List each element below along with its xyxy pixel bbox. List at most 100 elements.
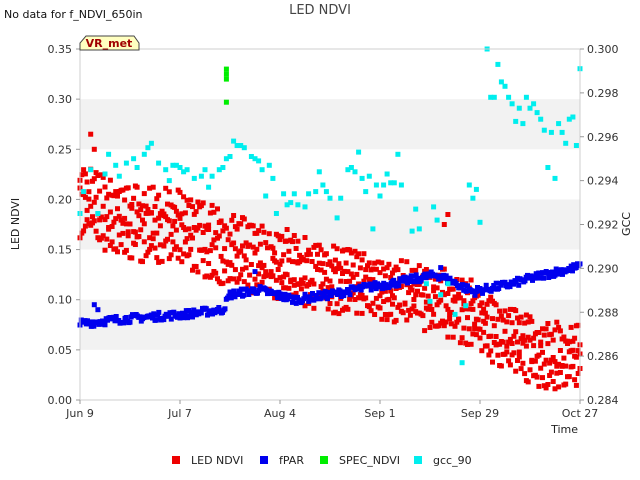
led-ndvi-point: [536, 352, 542, 358]
vr-met-badge: VR_met: [79, 35, 140, 51]
led-ndvi-point: [284, 227, 290, 232]
led-ndvi-point: [304, 252, 310, 258]
gcc-90-point: [381, 182, 387, 188]
led-ndvi-point: [518, 336, 524, 342]
led-ndvi-point: [434, 302, 440, 308]
led-ndvi-point: [570, 363, 576, 369]
led-ndvi-point: [243, 265, 249, 271]
led-ndvi-point: [281, 252, 287, 258]
gcc-90-point: [227, 154, 233, 159]
led-ndvi-point: [100, 203, 106, 209]
gcc-90-point: [288, 200, 294, 206]
led-ndvi-point: [365, 263, 370, 269]
led-ndvi-point: [102, 217, 108, 223]
led-ndvi-point: [293, 246, 299, 251]
led-ndvi-point: [309, 259, 315, 264]
led-ndvi-point: [170, 223, 176, 229]
gcc-90-point: [573, 143, 579, 148]
led-ndvi-point: [407, 284, 413, 290]
led-ndvi-point: [388, 288, 394, 294]
led-ndvi-point: [102, 184, 108, 190]
led-ndvi-point: [270, 273, 276, 279]
led-ndvi-point: [116, 213, 122, 219]
led-ndvi-point: [291, 282, 297, 288]
led-ndvi-point: [552, 386, 558, 392]
led-ndvi-point: [531, 335, 537, 341]
badge-label: VR_met: [86, 37, 133, 50]
led-ndvi-point: [136, 234, 142, 239]
fpar-point: [310, 291, 315, 296]
fpar-point: [368, 287, 374, 293]
fpar-point: [231, 288, 237, 294]
led-ndvi-point: [327, 278, 333, 284]
led-ndvi-point: [184, 197, 190, 203]
led-ndvi-point: [509, 320, 515, 326]
led-ndvi-point: [400, 310, 406, 316]
led-ndvi-point: [218, 253, 224, 259]
led-ndvi-point: [304, 258, 310, 264]
led-ndvi-point: [488, 333, 494, 339]
led-ndvi-point: [136, 201, 142, 207]
gcc-90-point: [491, 94, 497, 100]
led-ndvi-point: [238, 272, 244, 278]
led-ndvi-point: [143, 253, 149, 259]
led-ndvi-point: [498, 313, 504, 319]
led-ndvi-point: [540, 326, 545, 332]
gcc-90-point: [113, 162, 119, 168]
led-ndvi-point: [318, 267, 324, 273]
led-ndvi-point: [198, 203, 204, 209]
gcc-90-point: [259, 167, 265, 173]
led-ndvi-point: [556, 384, 562, 390]
y2-tick-label: 0.300: [587, 43, 619, 56]
led-ndvi-point: [404, 259, 410, 265]
led-ndvi-point: [309, 277, 315, 283]
led-ndvi-point: [82, 223, 88, 229]
gcc-90-point: [509, 101, 515, 107]
led-ndvi-point: [495, 316, 501, 322]
led-ndvi-point: [140, 259, 145, 265]
led-ndvi-point: [93, 228, 99, 234]
led-ndvi-point: [106, 225, 112, 230]
led-ndvi-point: [488, 348, 494, 354]
fpar-point: [412, 279, 418, 285]
y2-tick-label: 0.284: [587, 394, 619, 407]
led-ndvi-point: [550, 355, 556, 360]
fpar-point: [151, 311, 157, 317]
led-ndvi-point: [368, 308, 374, 314]
led-ndvi-point: [359, 310, 365, 316]
led-ndvi-point: [290, 259, 295, 265]
led-ndvi-point: [118, 242, 124, 248]
led-ndvi-point: [566, 374, 572, 380]
led-ndvi-point: [552, 327, 558, 333]
gcc-90-point: [559, 129, 565, 135]
led-ndvi-point: [370, 300, 376, 306]
led-ndvi-point: [311, 305, 317, 311]
led-ndvi-point: [225, 237, 231, 243]
led-ndvi-point: [402, 301, 408, 307]
gcc-90-point: [516, 105, 522, 111]
x-axis-label: Time: [550, 423, 578, 436]
led-ndvi-point: [557, 370, 563, 375]
led-ndvi-point: [363, 267, 369, 273]
led-ndvi-point: [427, 325, 433, 330]
led-ndvi-point: [313, 263, 319, 269]
gcc-90-point: [545, 165, 551, 170]
led-ndvi-point: [336, 311, 342, 317]
led-ndvi-point: [445, 334, 451, 340]
gcc-90-point: [459, 360, 465, 366]
led-ndvi-point: [107, 243, 113, 248]
led-ndvi-point: [232, 267, 238, 273]
gcc-90-point: [202, 167, 208, 173]
led-ndvi-point: [90, 178, 95, 184]
led-ndvi-point: [479, 310, 485, 316]
led-ndvi-point: [463, 306, 469, 312]
led-ndvi-point: [543, 357, 549, 363]
led-ndvi-point: [100, 174, 106, 180]
led-ndvi-point: [448, 321, 454, 327]
led-ndvi-point: [104, 214, 110, 220]
led-ndvi-point: [238, 221, 244, 227]
led-ndvi-point: [256, 271, 262, 277]
led-ndvi-point: [566, 339, 572, 345]
led-ndvi-point: [179, 222, 185, 228]
led-ndvi-point: [248, 262, 254, 267]
